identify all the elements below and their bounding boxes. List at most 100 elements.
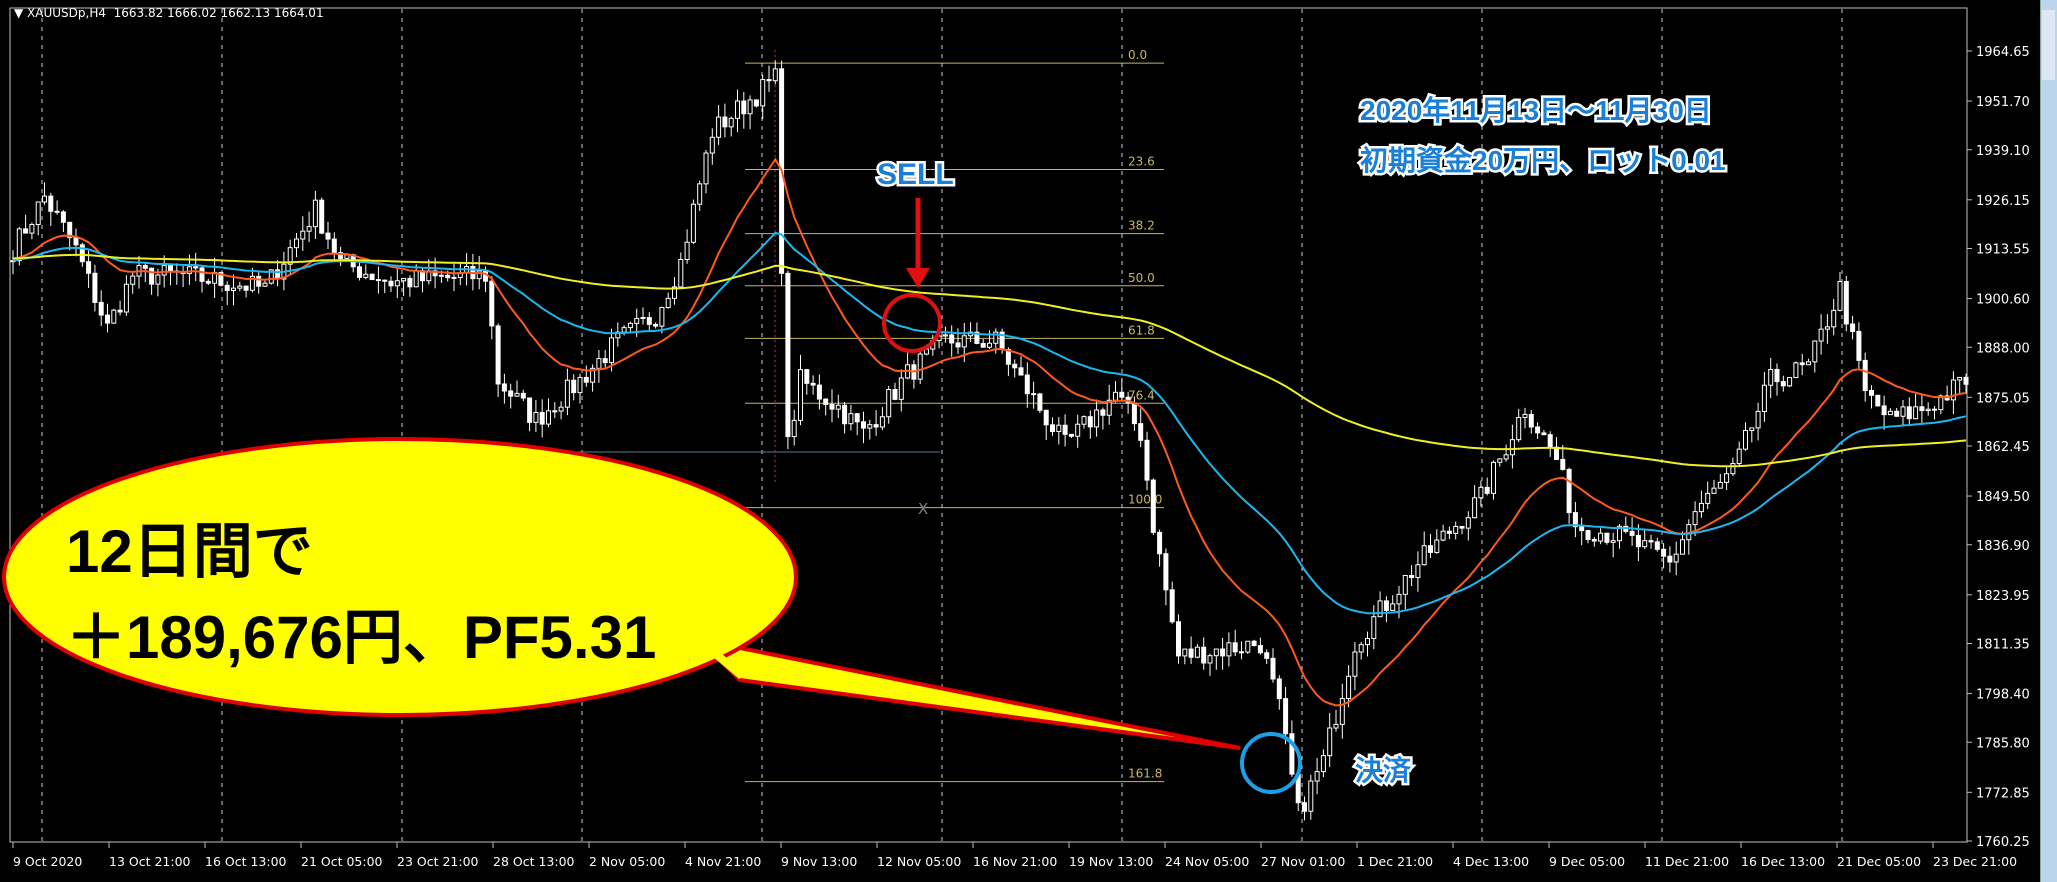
- conditions-label: 初期資金20万円、ロット0.01: [1360, 144, 1726, 176]
- y-tick-label: 1836.90: [1976, 539, 2030, 554]
- candle-body: [1188, 648, 1194, 658]
- candle-body: [1377, 600, 1383, 618]
- candle-body: [407, 277, 413, 288]
- candle-body: [1339, 698, 1345, 725]
- bubble-line-2: ＋189,676円、PF5.31: [66, 604, 656, 671]
- candle-body: [149, 267, 155, 285]
- candle-body: [155, 274, 161, 285]
- candle-body: [1629, 530, 1635, 536]
- candle-body: [816, 384, 822, 400]
- candle-body: [1012, 363, 1018, 369]
- candle-body: [1743, 429, 1748, 450]
- candle-body: [1957, 376, 1963, 381]
- x-tick-label: 16 Oct 13:00: [205, 854, 287, 869]
- candle-body: [1724, 473, 1730, 483]
- candle-body: [1919, 406, 1925, 411]
- candle-body: [1201, 646, 1207, 664]
- candle-body: [760, 79, 766, 107]
- candle-body: [489, 280, 495, 327]
- candle-body: [596, 358, 602, 369]
- y-tick-label: 1964.65: [1976, 45, 2030, 60]
- candle-body: [1320, 755, 1326, 773]
- x-tick-label: 21 Dec 05:00: [1837, 854, 1921, 869]
- candle-body: [835, 404, 841, 410]
- candle-body: [1774, 368, 1780, 383]
- candle-body: [602, 358, 608, 364]
- candle-body: [1037, 393, 1043, 411]
- candle-body: [1698, 502, 1704, 513]
- candle-body: [558, 406, 564, 412]
- candle-body: [898, 377, 904, 400]
- candle-body: [1383, 600, 1389, 611]
- candle-body: [1119, 391, 1125, 398]
- candle-body: [1887, 410, 1893, 416]
- candle-body: [1566, 468, 1572, 514]
- candle-body: [237, 285, 243, 289]
- candle-body: [1113, 391, 1118, 401]
- candle-body: [451, 276, 457, 279]
- candle-body: [1818, 328, 1824, 342]
- candle-body: [1402, 574, 1408, 595]
- candle-body: [741, 100, 747, 115]
- candle-body: [659, 306, 665, 327]
- fib-level-label: 23.6: [1128, 154, 1155, 168]
- candle-body: [1850, 323, 1856, 332]
- candle-body: [577, 376, 583, 394]
- candle-body: [1308, 780, 1314, 812]
- candle-body: [646, 316, 652, 325]
- candle-body: [1484, 486, 1490, 494]
- candle-body: [1081, 416, 1087, 425]
- candle-body: [256, 275, 262, 287]
- candle-body: [861, 421, 866, 429]
- candle-body: [306, 226, 312, 232]
- candle-body: [546, 410, 551, 425]
- y-tick-label: 1849.50: [1976, 490, 2030, 505]
- fib-level-label: 50.0: [1128, 271, 1155, 285]
- y-tick-label: 1823.95: [1976, 589, 2030, 604]
- candle-body: [867, 424, 873, 429]
- candle-body: [1226, 642, 1232, 657]
- x-tick-label: 9 Oct 2020: [13, 854, 82, 869]
- candle-body: [1346, 675, 1352, 700]
- candle-body: [231, 287, 236, 291]
- candle-body: [753, 99, 759, 107]
- candle-body: [300, 230, 306, 240]
- candle-body: [1787, 377, 1793, 387]
- candle-body: [54, 210, 60, 213]
- candle-body: [949, 334, 955, 344]
- candle-body: [1812, 340, 1818, 363]
- vertical-scrollbar[interactable]: [2040, 0, 2057, 882]
- candle-body: [785, 272, 791, 438]
- candle-body: [1598, 532, 1604, 542]
- candle-body: [375, 279, 381, 282]
- candle-body: [1862, 359, 1868, 391]
- chart-header: ▼ XAUUSDp,H4 1663.82 1666.02 1662.13 166…: [14, 6, 324, 20]
- candle-body: [942, 334, 948, 337]
- x-tick-label: 4 Nov 21:00: [685, 854, 761, 869]
- candle-body: [892, 389, 898, 400]
- candle-body: [1654, 541, 1660, 550]
- candle-body: [747, 99, 753, 115]
- candle-body: [1648, 540, 1654, 543]
- candle-body: [86, 261, 92, 274]
- candle-body: [294, 238, 299, 249]
- candle-body: [1806, 361, 1811, 366]
- candle-body: [1516, 416, 1522, 441]
- candle-body: [527, 397, 533, 423]
- candle-body: [987, 342, 992, 348]
- candle-body: [1963, 376, 1969, 385]
- speech-bubble: 12日間で ＋189,676円、PF5.31: [2, 437, 1241, 750]
- candle-body: [772, 68, 778, 82]
- candle-body: [1131, 402, 1137, 425]
- y-tick-label: 1785.80: [1976, 736, 2030, 751]
- candle-body: [42, 195, 47, 203]
- candle-body: [476, 270, 482, 280]
- candle-body: [186, 266, 192, 275]
- candle-body: [23, 228, 29, 234]
- candle-body: [1755, 410, 1761, 429]
- candle-body: [1459, 525, 1465, 529]
- candle-body: [716, 116, 722, 138]
- scrollbar-thumb[interactable]: [2042, 10, 2055, 80]
